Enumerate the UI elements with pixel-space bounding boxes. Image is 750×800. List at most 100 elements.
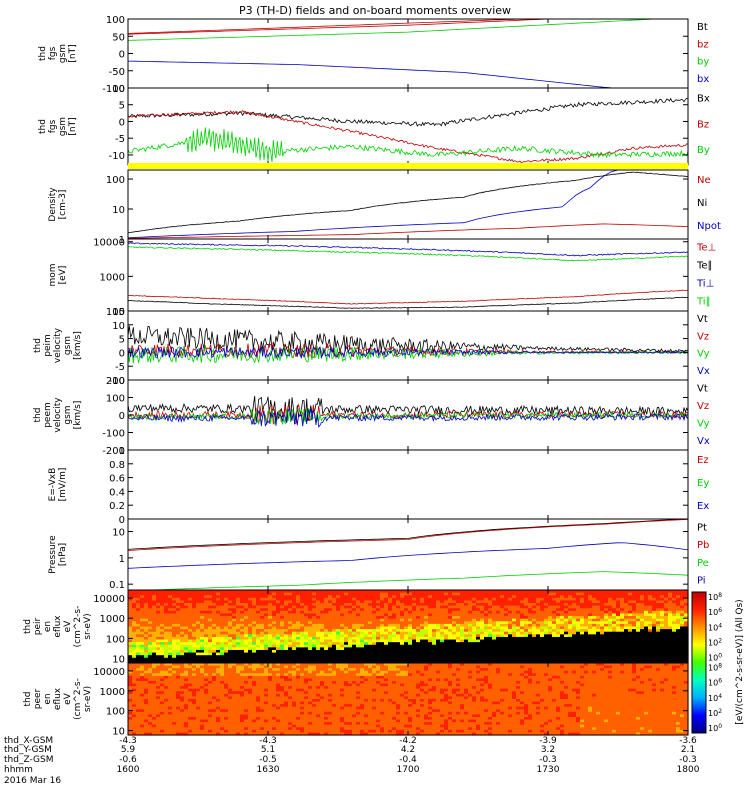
heatmap-cell	[440, 629, 445, 633]
heatmap-cell	[404, 590, 409, 594]
heatmap-cell	[636, 655, 641, 659]
heatmap-cell	[484, 616, 489, 620]
heatmap-cell	[160, 634, 165, 638]
heatmap-cell	[400, 634, 405, 638]
heatmap-cell	[324, 613, 329, 617]
heatmap-cell	[192, 642, 197, 646]
heatmap-cell	[580, 642, 585, 646]
heatmap-cell	[648, 655, 653, 659]
heatmap-cell	[164, 683, 169, 687]
heatmap-cell	[232, 724, 237, 728]
y-axis-label: thd	[33, 408, 43, 423]
heatmap-cell	[632, 621, 637, 625]
heatmap-cell	[148, 714, 153, 718]
heatmap-cell	[504, 634, 509, 638]
heatmap-cell	[496, 644, 501, 648]
heatmap-cell	[204, 660, 209, 664]
heatmap-cell	[288, 626, 293, 630]
heatmap-cell	[260, 595, 265, 599]
heatmap-cell	[392, 652, 397, 656]
heatmap-cell	[632, 623, 637, 628]
heatmap-cell	[160, 717, 165, 721]
heatmap-cell	[216, 626, 221, 630]
heatmap-cell	[328, 623, 333, 628]
heatmap-cell	[436, 647, 441, 651]
heatmap-cell	[540, 621, 545, 625]
heatmap-cell	[248, 642, 253, 646]
heatmap-cell	[296, 605, 301, 609]
heatmap-cell	[208, 644, 213, 648]
heatmap-cell	[496, 621, 501, 625]
heatmap-cell	[228, 652, 233, 656]
heatmap-cell	[644, 603, 649, 607]
heatmap-cell	[360, 644, 365, 648]
heatmap-cell	[480, 600, 485, 604]
heatmap-cell	[328, 649, 333, 654]
heatmap-cell	[288, 629, 293, 633]
heatmap-cell	[684, 639, 689, 643]
heatmap-cell	[156, 717, 161, 721]
heatmap-cell	[436, 603, 441, 607]
heatmap-cell	[284, 621, 289, 625]
heatmap-cell	[424, 636, 429, 641]
heatmap-cell	[232, 709, 237, 713]
heatmap-cell	[228, 621, 233, 625]
heatmap-cell	[152, 732, 157, 736]
heatmap-cell	[376, 603, 381, 607]
heatmap-cell	[212, 626, 217, 630]
heatmap-cell	[648, 626, 653, 630]
heatmap-cell	[280, 626, 285, 630]
heatmap-cell	[284, 623, 289, 628]
heatmap-cell	[448, 636, 453, 641]
heatmap-cell	[560, 639, 565, 643]
heatmap-cell	[660, 631, 665, 635]
heatmap-cell	[568, 660, 573, 664]
heatmap-cell	[200, 714, 205, 718]
heatmap-cell	[540, 639, 545, 643]
heatmap-cell	[364, 649, 369, 654]
heatmap-cell	[644, 629, 649, 633]
heatmap-cell	[284, 660, 289, 664]
heatmap-cell	[680, 610, 685, 615]
heatmap-cell	[192, 722, 197, 726]
heatmap-cell	[632, 626, 637, 630]
heatmap-cell	[212, 621, 217, 625]
heatmap-cell	[176, 660, 181, 664]
heatmap-cell	[160, 714, 165, 718]
heatmap-cell	[228, 626, 233, 630]
heatmap-cell	[160, 660, 165, 664]
heatmap-cell	[252, 608, 257, 612]
heatmap-cell	[660, 616, 665, 620]
heatmap-cell	[548, 652, 553, 656]
heatmap-cell	[188, 681, 193, 685]
heatmap-cell	[556, 644, 561, 648]
heatmap-cell	[512, 590, 517, 594]
heatmap-cell	[544, 642, 549, 646]
heatmap-cell	[468, 642, 473, 646]
heatmap-cell	[176, 722, 181, 726]
heatmap-cell	[160, 683, 165, 687]
heatmap-cell	[244, 605, 249, 609]
heatmap-cell	[252, 631, 257, 635]
heatmap-cell	[320, 618, 325, 622]
heatmap-cell	[608, 603, 613, 607]
heatmap-cell	[204, 732, 209, 736]
heatmap-cell	[500, 590, 505, 594]
heatmap-cell	[404, 610, 409, 615]
heatmap-cell	[484, 618, 489, 622]
heatmap-cell	[416, 623, 421, 628]
heatmap-cell	[168, 657, 173, 661]
heatmap-cell	[228, 722, 233, 726]
heatmap-cell	[380, 608, 385, 612]
heatmap-cell	[196, 699, 201, 703]
heatmap-cell	[488, 660, 493, 664]
heatmap-cell	[436, 623, 441, 628]
heatmap-cell	[168, 592, 173, 596]
heatmap-cell	[196, 603, 201, 607]
heatmap-cell	[136, 711, 141, 716]
heatmap-cell	[320, 600, 325, 604]
heatmap-cell	[188, 621, 193, 625]
heatmap-cell	[156, 701, 161, 705]
heatmap-cell	[588, 631, 593, 635]
heatmap-cell	[456, 590, 461, 594]
